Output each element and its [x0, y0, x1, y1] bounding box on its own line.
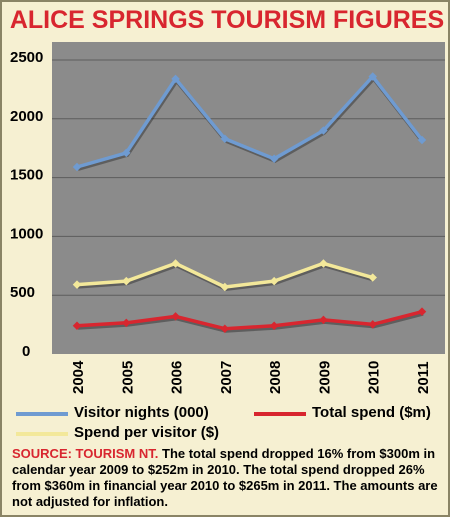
legend-swatch-visitor-nights	[16, 412, 68, 416]
x-axis-ticks: 2004 2005 2006 2007 2008 2009 2010 2011	[70, 360, 432, 394]
y-tick-label: 2000	[10, 108, 43, 125]
data-point	[417, 135, 427, 145]
y-tick-label: 1000	[10, 225, 43, 242]
legend-swatch-total-spend	[254, 412, 306, 416]
x-tick-label: 2011	[415, 361, 432, 394]
data-point	[269, 276, 279, 286]
legend-label-spend-per-visitor: Spend per visitor ($)	[74, 424, 220, 441]
series-line-shadow	[77, 311, 424, 333]
x-tick-label: 2009	[316, 361, 333, 394]
data-point	[319, 315, 328, 325]
data-point	[368, 320, 377, 329]
plot-area	[52, 42, 445, 354]
series-line	[76, 74, 424, 169]
y-axis-ticks: 2500 2000 1500 1000 500 0	[10, 49, 43, 360]
data-point	[269, 154, 279, 164]
data-point	[171, 259, 180, 268]
series-line	[76, 310, 423, 331]
series-group	[72, 72, 427, 333]
data-point	[122, 148, 131, 158]
legend-label-visitor-nights: Visitor nights (000)	[74, 404, 209, 421]
data-point	[220, 324, 230, 333]
source-text: The total spend dropped 16% from $300m i…	[12, 446, 438, 509]
series-spend-per-visitor	[72, 259, 377, 292]
data-point	[72, 321, 82, 331]
data-point	[122, 318, 131, 328]
x-tick-label: 2010	[366, 361, 383, 394]
data-point	[269, 321, 279, 331]
source-label: SOURCE: TOURISM NT.	[12, 446, 159, 461]
x-tick-label: 2006	[169, 361, 186, 394]
data-point	[171, 312, 180, 321]
data-point	[72, 162, 82, 172]
y-tick-label: 2500	[10, 49, 43, 66]
data-point	[220, 134, 230, 144]
data-point	[220, 282, 230, 292]
data-point	[319, 259, 328, 268]
x-tick-label: 2007	[218, 361, 235, 394]
x-tick-label: 2005	[119, 361, 136, 394]
data-point	[417, 307, 427, 316]
x-tick-label: 2008	[267, 361, 284, 394]
source-note: SOURCE: TOURISM NT. The total spend drop…	[12, 446, 444, 510]
data-point	[368, 72, 377, 81]
x-tick-label: 2004	[70, 360, 87, 394]
series-total-spend-m	[72, 307, 427, 333]
data-point	[368, 273, 377, 282]
legend-label-total-spend: Total spend ($m)	[312, 404, 431, 421]
data-point	[122, 276, 131, 286]
y-tick-label: 1500	[10, 167, 43, 184]
data-point	[72, 280, 82, 289]
data-point	[319, 126, 328, 135]
legend-swatch-spend-per-visitor	[16, 432, 68, 436]
chart-title: ALICE SPRINGS TOURISM FIGURES	[9, 6, 445, 34]
series-visitor-nights-000	[72, 72, 427, 172]
y-tick-label: 0	[22, 343, 30, 360]
y-tick-label: 500	[10, 284, 35, 301]
grid-lines	[52, 59, 445, 296]
data-point	[171, 74, 180, 84]
